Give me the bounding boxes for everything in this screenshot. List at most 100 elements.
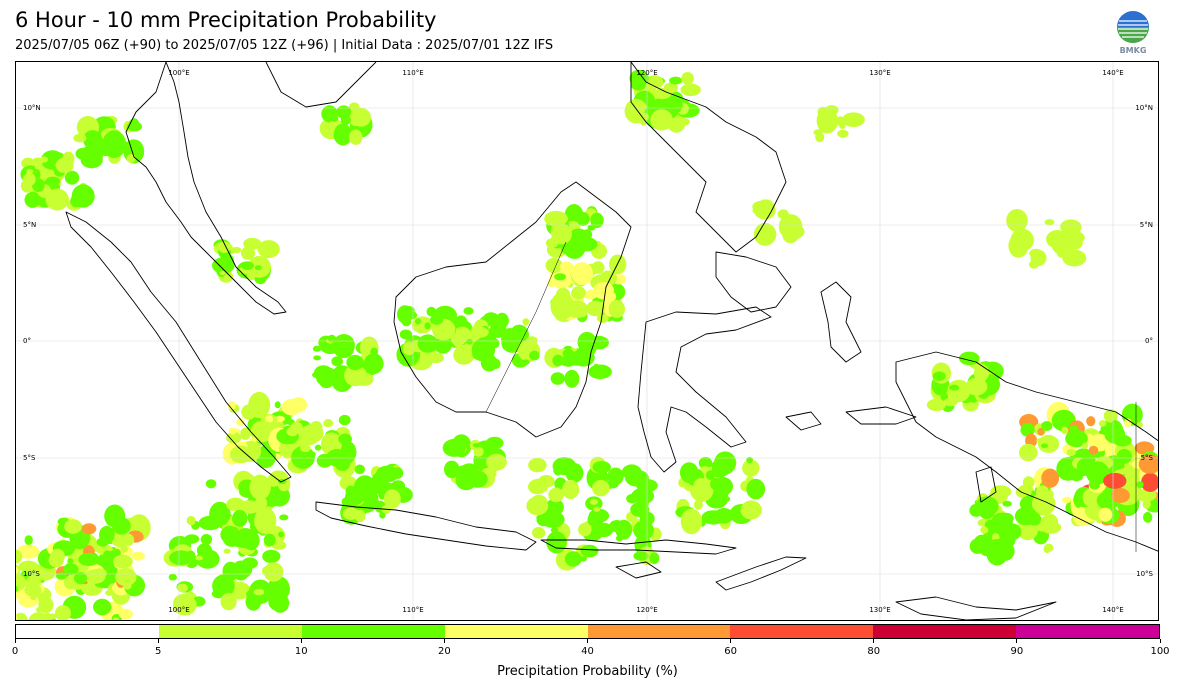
precipitation-cell <box>633 551 649 561</box>
precipitation-cell <box>243 237 262 250</box>
precipitation-cell <box>81 523 97 535</box>
precipitation-cell <box>1010 228 1034 252</box>
precipitation-cell <box>353 478 374 499</box>
precipitation-cell <box>990 485 1012 499</box>
precipitation-cell <box>417 334 439 353</box>
precipitation-cell <box>1118 506 1126 512</box>
precipitation-cell <box>626 493 639 504</box>
precipitation-cell <box>42 612 53 620</box>
borneo-coast <box>393 181 632 438</box>
malay-peninsula-coast <box>125 62 287 315</box>
precipitation-cell <box>118 608 133 620</box>
precipitation-cell <box>521 359 530 365</box>
precipitation-cell <box>84 569 106 584</box>
precipitation-cell <box>973 534 991 554</box>
precipitation-cell <box>969 503 983 517</box>
precipitation-cell <box>24 191 41 208</box>
precipitation-cell <box>228 427 237 435</box>
precipitation-cell <box>1002 523 1022 541</box>
precipitation-cell <box>837 129 849 138</box>
precipitation-cell <box>548 487 564 503</box>
precipitation-cell <box>593 282 615 300</box>
precipitation-cell <box>564 551 582 567</box>
colorbar-segment <box>587 625 731 638</box>
precipitation-cell <box>229 445 252 464</box>
precipitation-cell <box>630 502 650 517</box>
lat-label-10s-right: 10°S <box>1136 570 1153 578</box>
precipitation-cell <box>742 459 760 477</box>
precipitation-cell <box>665 96 683 114</box>
precipitation-cell <box>1034 538 1043 544</box>
precipitation-cell <box>62 151 75 166</box>
precipitation-cell <box>257 240 280 259</box>
precipitation-cell <box>1088 445 1099 455</box>
precipitation-cell <box>1143 511 1153 523</box>
precipitation-cell <box>926 398 947 411</box>
sumba-coast <box>615 561 662 579</box>
precipitation-cell <box>580 544 599 558</box>
precipitation-cell <box>645 75 664 89</box>
buru-coast <box>785 411 822 431</box>
precipitation-cell <box>63 563 79 575</box>
lat-label-5s-left: 5°S <box>23 454 36 462</box>
precipitation-cell <box>242 530 260 551</box>
precipitation-cell <box>564 369 580 388</box>
precipitation-cell <box>483 312 499 326</box>
precipitation-cell <box>710 477 722 491</box>
colorbar-tick-mark <box>300 639 302 643</box>
precipitation-cell <box>16 573 27 592</box>
precipitation-cell <box>333 123 352 146</box>
precipitation-cell <box>383 489 401 509</box>
precipitation-cell <box>120 544 128 553</box>
precipitation-cell <box>573 236 598 252</box>
precipitation-cell <box>399 329 413 340</box>
precipitation-cell <box>24 535 33 545</box>
precipitation-cell <box>401 317 412 327</box>
lat-label-5n-right: 5°N <box>1140 221 1153 229</box>
precipitation-cell <box>531 478 547 490</box>
lon-label-110e-bottom: 110°E <box>402 606 423 614</box>
colorbar-segment <box>730 625 874 638</box>
precipitation-cell <box>241 404 257 420</box>
precipitation-cell <box>1028 512 1042 526</box>
precipitation-cell <box>241 557 258 569</box>
precipitation-cell <box>286 426 299 437</box>
precipitation-cell <box>450 333 467 346</box>
precipitation-cell <box>249 474 271 500</box>
precipitation-cell <box>576 212 590 226</box>
mindanao-coast <box>715 251 792 313</box>
lat-label-10s-left: 10°S <box>23 570 40 578</box>
gulf-coast-south <box>895 596 1057 620</box>
precipitation-cell <box>1040 443 1048 449</box>
chart-title: 6 Hour - 10 mm Precipitation Probability <box>15 8 437 32</box>
precipitation-cell <box>453 345 475 365</box>
precipitation-cell <box>1098 507 1113 522</box>
precipitation-cell <box>430 314 444 325</box>
colorbar-segment <box>158 625 302 638</box>
halmahera-coast <box>820 281 862 363</box>
precipitation-cell <box>16 612 28 620</box>
precipitation-cell <box>236 418 245 426</box>
logo-text: BMKG <box>1120 46 1147 55</box>
precipitation-cell <box>1061 426 1069 435</box>
precipitation-cell <box>571 262 593 285</box>
precipitation-cell <box>345 485 356 498</box>
precipitation-cell <box>73 133 87 143</box>
precipitation-cell <box>123 533 135 546</box>
precipitation-cell <box>693 478 709 494</box>
precipitation-cell <box>679 462 699 483</box>
precipitation-cell <box>351 107 371 127</box>
precipitation-cell <box>169 550 193 566</box>
precipitation-cell <box>279 514 289 521</box>
precipitation-cell <box>205 479 217 489</box>
precipitation-cell <box>93 598 112 616</box>
colorbar-tick-mark <box>873 639 875 643</box>
precipitation-cell <box>949 384 960 391</box>
precipitation-cell <box>1041 421 1053 431</box>
precipitation-cell <box>186 515 196 526</box>
precipitation-cell <box>486 453 507 471</box>
precipitation-cell <box>300 424 324 444</box>
precipitation-cell <box>704 461 714 467</box>
precipitation-cell <box>126 121 142 132</box>
precipitation-cell <box>522 318 530 326</box>
